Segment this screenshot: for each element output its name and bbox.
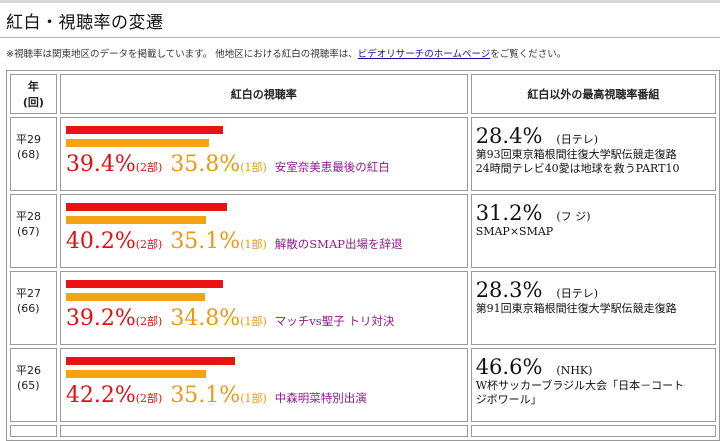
part1-rating-value: 35.1% (170, 383, 241, 408)
other-program-name: W杯サッカーブラジル大会「日本－コート (475, 379, 685, 392)
edition-label: (66) (17, 302, 40, 315)
table-row: 平27 (66) 39.2%(2部) 34.8%(1部) マッチvs聖子 トリ対決 28.… (10, 271, 716, 345)
table-row: 平28 (67) 40.2%(2部) 35.1%(1部) 解散のSMAP出場を辞退 31.… (10, 194, 716, 268)
edition-label: (68) (17, 148, 40, 161)
part2-label: (2部) (135, 392, 163, 405)
part1-rating-bar (65, 216, 207, 224)
kohaku-comment: 解散のSMAP出場を辞退 (274, 237, 403, 251)
part1-rating-value: 35.1% (170, 229, 241, 254)
kohaku-rating-cell: 39.2%(2部) 34.8%(1部) マッチvs聖子 トリ対決 (59, 271, 468, 345)
kohaku-rating-cell: 39.4%(2部) 35.8%(1部) 安室奈美恵最後の紅白 (59, 117, 468, 191)
other-rating-line: 46.6% (NHK) (476, 355, 715, 379)
part1-rating-bar (65, 370, 207, 378)
video-research-link[interactable]: ビデオリサーチのホームページ (357, 49, 491, 60)
part2-rating-value: 39.2% (65, 306, 136, 331)
kohaku-rating-cell: 40.2%(2部) 35.1%(1部) 解散のSMAP出場を辞退 (59, 194, 468, 268)
part1-label: (1部) (240, 161, 267, 174)
other-program-cell: 31.2% (フ ジ) SMAP×SMAP (470, 194, 716, 268)
part2-rating-value: 42.2% (65, 383, 136, 408)
other-network: (日テレ) (556, 287, 598, 300)
other-program-cell: 46.6% (NHK) W杯サッカーブラジル大会「日本－コート ジボワール」 (470, 348, 716, 422)
header-other-top-program: 紅白以外の最高視聴率番組 (470, 74, 716, 114)
year-cell: 平28 (67) (10, 194, 57, 268)
year-label: 平28 (16, 210, 41, 223)
kohaku-comment: 中森明菜特別出演 (274, 391, 367, 405)
ratings-table: 年 (回) 紅白の視聴率 紅白以外の最高視聴率番組 平29 (68) 39.4%(2… (6, 70, 720, 441)
table-row: 平29 (68) 39.4%(2部) 35.8%(1部) 安室奈美恵最後の紅白 28.4%… (10, 117, 716, 191)
part2-rating-bar (65, 357, 235, 365)
year-cell: 平27 (66) (10, 271, 57, 345)
year-label: 平26 (16, 364, 41, 377)
part2-rating-bar (65, 203, 227, 211)
year-cell: 平26 (65) (10, 348, 57, 422)
header-year-bottom: (回) (22, 96, 44, 109)
other-rating-value: 46.6% (475, 355, 543, 379)
note-prefix: ※視聴率は関東地区のデータを掲載しています。 他地区における紅白の視聴率は、 (6, 49, 358, 60)
rating-values: 40.2%(2部) 35.1%(1部) 解散のSMAP出場を辞退 (66, 229, 403, 254)
part1-rating-bar (65, 293, 206, 301)
part2-rating-value: 40.2% (65, 229, 136, 254)
page-title: 紅白・視聴率の変遷 (6, 13, 164, 33)
other-program-cell: 28.4% (日テレ) 第93回東京箱根間往復大学駅伝競走復路 24時間テレビ40愛は… (470, 117, 716, 191)
title-bar: 紅白・視聴率の変遷 (0, 0, 720, 38)
other-rating-value: 31.2% (475, 201, 543, 225)
part2-rating-bar (65, 280, 223, 288)
part2-label: (2部) (135, 161, 163, 174)
part1-label: (1部) (240, 392, 267, 405)
header-year-top: 年 (27, 80, 39, 93)
other-program-name: ジボワール」 (475, 393, 542, 406)
other-rating-line: 31.2% (フ ジ) (476, 201, 715, 225)
title-accent-line (0, 0, 720, 3)
empty-cell (10, 425, 57, 437)
note-suffix: をご覧ください。 (490, 49, 567, 60)
year-label: 平27 (16, 287, 41, 300)
table-header-row: 年 (回) 紅白の視聴率 紅白以外の最高視聴率番組 (10, 74, 716, 114)
empty-cell (59, 425, 468, 437)
kohaku-comment: 安室奈美恵最後の紅白 (274, 160, 390, 174)
rating-values: 39.2%(2部) 34.8%(1部) マッチvs聖子 トリ対決 (66, 306, 395, 331)
header-year: 年 (回) (10, 74, 57, 114)
part2-rating-value: 39.4% (65, 152, 136, 177)
other-network: (日テレ) (556, 133, 598, 146)
header-kohaku-rating: 紅白の視聴率 (59, 74, 468, 114)
part2-label: (2部) (135, 315, 163, 328)
other-program-cell: 28.3% (日テレ) 第91回東京箱根間往復大学駅伝競走復路 (470, 271, 716, 345)
part2-rating-bar (65, 126, 224, 134)
part1-rating-value: 34.8% (170, 306, 241, 331)
other-network: (NHK) (556, 364, 593, 377)
kohaku-rating-cell: 42.2%(2部) 35.1%(1部) 中森明菜特別出演 (59, 348, 468, 422)
table-row: 平26 (65) 42.2%(2部) 35.1%(1部) 中森明菜特別出演 46.6% (N… (10, 348, 716, 422)
year-label: 平29 (16, 133, 41, 146)
edition-label: (67) (17, 225, 40, 238)
other-program-name: SMAP×SMAP (475, 225, 554, 238)
rating-values: 39.4%(2部) 35.8%(1部) 安室奈美恵最後の紅白 (66, 152, 390, 177)
part1-label: (1部) (240, 315, 267, 328)
rating-values: 42.2%(2部) 35.1%(1部) 中森明菜特別出演 (66, 383, 367, 408)
other-program-name: 第93回東京箱根間往復大学駅伝競走復路 (475, 148, 677, 161)
year-cell: 平29 (68) (10, 117, 57, 191)
edition-label: (65) (17, 379, 40, 392)
other-rating-value: 28.3% (475, 278, 543, 302)
empty-cell (470, 425, 716, 437)
other-program-name: 第91回東京箱根間往復大学駅伝競走復路 (475, 302, 677, 315)
part1-rating-bar (65, 139, 210, 147)
table-row (10, 425, 716, 437)
data-source-note: ※視聴率は関東地区のデータを掲載しています。 他地区における紅白の視聴率は、ビデ… (6, 46, 566, 60)
other-rating-value: 28.4% (475, 124, 543, 148)
kohaku-comment: マッチvs聖子 トリ対決 (274, 314, 395, 328)
other-program-name: 24時間テレビ40愛は地球を救うPART10 (475, 162, 680, 175)
other-rating-line: 28.4% (日テレ) (476, 124, 715, 148)
other-rating-line: 28.3% (日テレ) (476, 278, 715, 302)
other-network: (フ ジ) (556, 210, 591, 223)
part1-rating-value: 35.8% (170, 152, 241, 177)
part2-label: (2部) (135, 238, 163, 251)
part1-label: (1部) (240, 238, 267, 251)
